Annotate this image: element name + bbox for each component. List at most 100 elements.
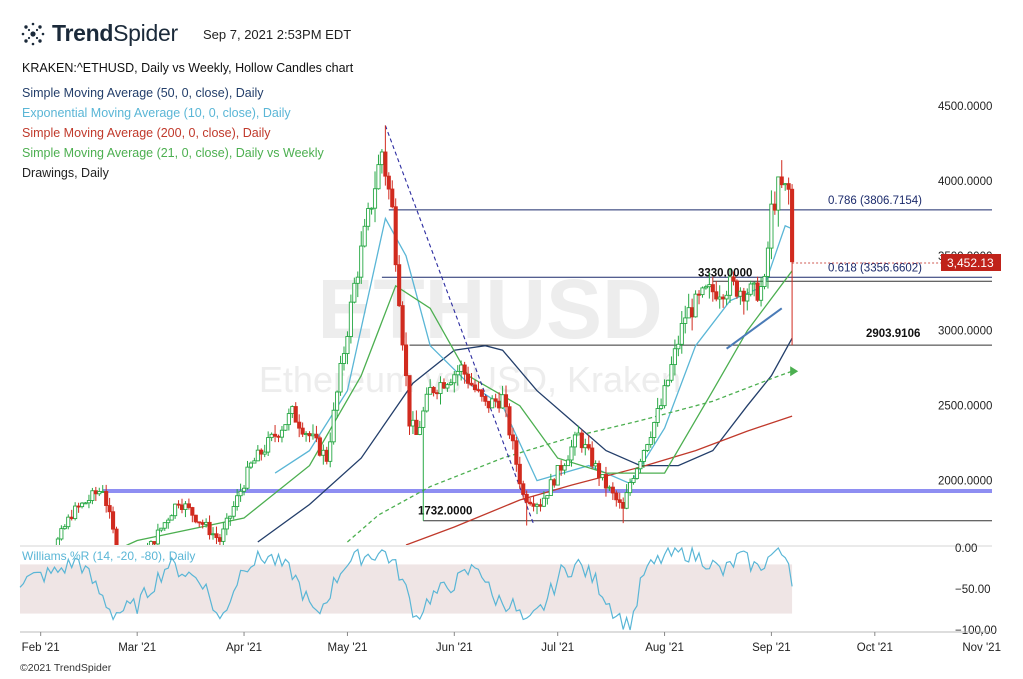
candle-body xyxy=(562,465,567,471)
study-sma-200[interactable]: Simple Moving Average (200, 0, close), D… xyxy=(22,126,271,140)
candle xyxy=(93,486,98,501)
candle-body xyxy=(624,492,629,509)
candle-body xyxy=(169,515,174,521)
candle-body xyxy=(331,409,336,443)
candle-body xyxy=(197,521,202,524)
candle xyxy=(669,356,674,383)
candle-body xyxy=(610,486,615,494)
candle-body xyxy=(107,505,112,513)
candle xyxy=(100,485,105,493)
candle-body xyxy=(634,468,640,479)
candle xyxy=(390,180,395,209)
candle-body xyxy=(548,479,553,497)
oscillator-y-tick: 0.00 xyxy=(955,543,977,555)
candle xyxy=(262,444,267,458)
timestamp: Sep 7, 2021 2:53PM EDT xyxy=(203,27,352,42)
candle xyxy=(528,497,533,506)
candle-body xyxy=(748,283,753,295)
candle-body xyxy=(438,382,443,394)
candle xyxy=(755,276,760,302)
candle xyxy=(76,502,81,513)
candle xyxy=(235,489,240,511)
candle-body xyxy=(328,441,333,462)
candle xyxy=(469,373,474,387)
candle-body xyxy=(224,517,229,530)
candle xyxy=(304,431,309,442)
candle xyxy=(73,502,78,521)
candle-body xyxy=(407,375,412,427)
candle-body xyxy=(655,408,660,423)
candle-body xyxy=(538,504,543,507)
candle xyxy=(503,385,509,418)
candle xyxy=(148,540,154,545)
candle-body xyxy=(717,296,722,300)
candle-body xyxy=(472,384,478,391)
candle-body xyxy=(690,307,695,318)
candle xyxy=(686,293,691,319)
candle-body xyxy=(452,374,457,384)
candle xyxy=(665,379,671,388)
study-ema-10[interactable]: Exponential Moving Average (10, 0, close… xyxy=(22,106,291,120)
candle xyxy=(279,426,285,443)
candle xyxy=(224,513,229,536)
candle xyxy=(252,457,257,464)
candle-body xyxy=(593,463,598,467)
candle xyxy=(569,439,574,467)
candle-body xyxy=(769,203,774,249)
candle xyxy=(590,441,595,469)
candle-body xyxy=(765,247,771,277)
candle-body xyxy=(307,433,312,437)
signal-arrow-icon xyxy=(790,366,799,377)
candle-body xyxy=(304,433,309,436)
candle xyxy=(176,500,181,509)
candle-body xyxy=(241,487,247,492)
x-tick-label: Jun '21 xyxy=(436,642,473,654)
candle xyxy=(479,388,484,402)
candle-body xyxy=(693,293,698,318)
spider-logo-icon xyxy=(21,22,45,45)
candle xyxy=(162,522,167,531)
candle xyxy=(335,390,340,419)
candle-body xyxy=(97,491,102,495)
candle xyxy=(679,311,684,354)
candle xyxy=(317,435,322,457)
candle-body xyxy=(252,460,257,464)
candle-body xyxy=(152,541,157,545)
candle-body xyxy=(707,284,712,288)
candle-body xyxy=(786,183,791,190)
study-sma-50[interactable]: Simple Moving Average (50, 0, close), Da… xyxy=(22,86,264,100)
candle xyxy=(179,498,185,514)
candle-body xyxy=(648,437,653,446)
candle-body xyxy=(183,503,188,510)
candle-body xyxy=(424,393,429,412)
candle xyxy=(379,149,384,174)
candle xyxy=(276,434,281,443)
candle xyxy=(55,536,60,545)
study-drawings[interactable]: Drawings, Daily xyxy=(22,166,109,180)
candle-body xyxy=(93,490,98,495)
last-price-badge xyxy=(941,253,1001,271)
candle xyxy=(217,533,222,545)
candle xyxy=(762,273,767,290)
candle-body xyxy=(217,537,222,542)
study-sma-21[interactable]: Simple Moving Average (21, 0, close), Da… xyxy=(22,146,324,160)
candle xyxy=(517,456,522,489)
candle-body xyxy=(686,307,691,319)
candle xyxy=(779,160,784,188)
candle xyxy=(383,125,388,186)
candle-body xyxy=(414,419,419,435)
candle-body xyxy=(341,353,347,364)
candle xyxy=(407,375,412,435)
candle-body xyxy=(559,465,564,471)
candle-body xyxy=(290,406,295,415)
candle xyxy=(541,491,546,508)
candle xyxy=(197,521,202,528)
candle xyxy=(452,370,457,393)
candle xyxy=(466,366,471,389)
candle xyxy=(228,515,233,526)
candle-body xyxy=(111,511,116,530)
candle xyxy=(366,202,371,231)
candle-body xyxy=(62,526,67,530)
candle-body xyxy=(345,336,350,355)
